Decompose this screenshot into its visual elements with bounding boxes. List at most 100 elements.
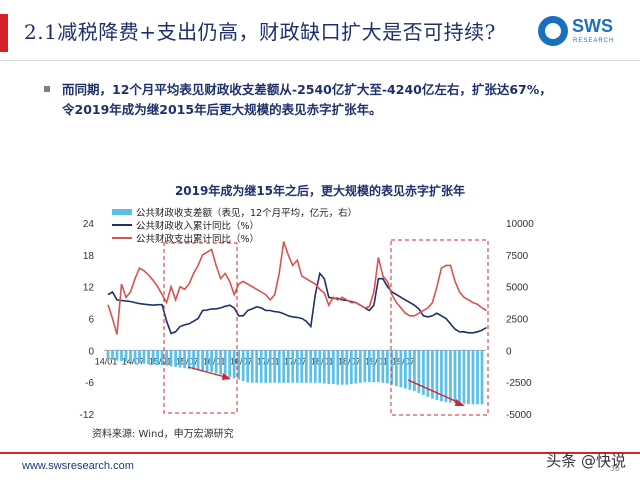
deficit-bar <box>399 350 403 388</box>
right-axis-tick-label: 0 <box>506 346 512 357</box>
deficit-bar <box>241 350 245 381</box>
deficit-bar <box>376 350 380 383</box>
trend-arrow-2019 <box>407 379 463 405</box>
legend-label: 公共财政收入累计同比（%） <box>136 220 259 232</box>
deficit-bar <box>183 350 186 369</box>
sws-logo: SWS RESEARCH <box>538 14 622 52</box>
logo-text: SWS <box>572 16 614 36</box>
deficit-bar <box>214 350 218 374</box>
deficit-bar <box>282 350 286 383</box>
x-axis-tick-label: 17/01 <box>257 356 280 366</box>
deficit-bar <box>413 350 416 392</box>
x-axis-tick-label: 18/07 <box>338 356 361 366</box>
deficit-bar <box>444 350 448 402</box>
deficit-bar <box>331 350 335 385</box>
deficit-bar <box>151 350 155 365</box>
x-axis-tick-label: 15/01 <box>149 356 172 366</box>
footer-url: www.swsresearch.com <box>22 460 134 472</box>
deficit-bar <box>449 350 452 403</box>
deficit-bar <box>395 350 398 386</box>
deficit-bar <box>178 350 182 368</box>
page-number: 36 <box>609 464 620 473</box>
x-axis-tick-label: 14/01 <box>95 356 118 366</box>
trend-arrowhead-2019 <box>455 399 465 406</box>
deficit-bar <box>228 350 232 378</box>
legend-label: 公共财政支出累计同比（%） <box>136 233 259 245</box>
deficit-bar <box>142 350 146 364</box>
x-axis-tick-label: 18/01 <box>311 356 334 366</box>
deficit-bar <box>165 350 168 366</box>
deficit-bar <box>381 350 385 383</box>
deficit-bar <box>273 350 277 383</box>
deficit-bar <box>286 350 290 383</box>
left-axis-tick-label: 18 <box>83 251 95 262</box>
deficit-bar <box>440 350 443 402</box>
deficit-bar <box>313 350 317 383</box>
deficit-bar <box>133 350 137 364</box>
deficit-bar <box>196 350 200 371</box>
deficit-bar <box>462 350 466 404</box>
x-axis-tick-label: 17/07 <box>284 356 307 366</box>
deficit-bar <box>422 350 425 395</box>
deficit-bar <box>160 350 164 365</box>
right-axis-tick-label: 2500 <box>506 315 529 326</box>
deficit-bar <box>120 350 123 362</box>
deficit-bar <box>124 350 128 362</box>
deficit-bar <box>210 350 214 372</box>
deficit-bar <box>372 350 376 383</box>
left-axis-tick-label: 6 <box>88 315 94 326</box>
footer-divider <box>0 452 640 454</box>
deficit-bar <box>138 350 141 364</box>
deficit-bar <box>295 350 299 383</box>
deficit-bar <box>106 350 110 360</box>
deficit-bar <box>318 350 322 383</box>
deficit-bar <box>480 350 484 405</box>
header-divider <box>0 60 640 61</box>
deficit-bar <box>354 350 358 384</box>
deficit-bar <box>268 350 272 383</box>
chart-source: 资料来源: Wind，申万宏源研究 <box>92 429 234 440</box>
deficit-bar <box>169 350 173 367</box>
deficit-bar <box>304 350 308 383</box>
watermark: 头条 @快说 <box>546 452 626 470</box>
deficit-bar <box>322 350 326 384</box>
trend-arrow-2015 <box>187 366 230 379</box>
legend-swatch-bar <box>112 209 132 215</box>
deficit-bar <box>291 350 295 383</box>
deficit-bar <box>300 350 304 383</box>
deficit-bar <box>435 350 439 400</box>
deficit-bar <box>219 350 223 375</box>
deficit-bar <box>471 350 475 405</box>
deficit-bar <box>192 350 195 370</box>
deficit-bar <box>327 350 331 385</box>
deficit-bar <box>458 350 461 404</box>
deficit-bar <box>223 350 227 376</box>
deficit-bar <box>386 350 389 384</box>
expenditure-yoy-line <box>107 241 487 335</box>
deficit-bar <box>367 350 371 383</box>
highlight-box-2015 <box>163 242 238 414</box>
deficit-bar <box>259 350 263 383</box>
x-axis-tick-label: 16/01 <box>203 356 226 366</box>
deficit-bar <box>467 350 470 405</box>
left-axis-tick-label: -12 <box>80 410 95 421</box>
left-axis-tick-label: -6 <box>85 378 94 389</box>
body-paragraph: 而同期，12个月平均表见财政收支差额从-2540亿扩大至-4240亿左右，扩张达… <box>62 80 632 120</box>
bullet-square-icon <box>44 86 50 92</box>
deficit-bar <box>345 350 349 385</box>
deficit-bar <box>453 350 457 404</box>
deficit-bar <box>431 350 434 399</box>
deficit-bar <box>264 350 268 383</box>
body-line-2: 令2019年成为继2015年后更大规模的表见赤字扩张年。 <box>62 102 382 117</box>
x-axis-tick-label: 19/07 <box>392 356 415 366</box>
deficit-bar <box>390 350 394 385</box>
legend-label: 公共财政收支差额（表见，12个月平均，亿元，右） <box>136 207 357 219</box>
deficit-bar <box>404 350 407 389</box>
deficit-bar <box>201 350 204 371</box>
deficit-bar <box>476 350 479 405</box>
deficit-bar <box>156 350 159 365</box>
deficit-bar <box>340 350 344 385</box>
deficit-bar <box>187 350 191 369</box>
deficit-bar <box>358 350 362 383</box>
